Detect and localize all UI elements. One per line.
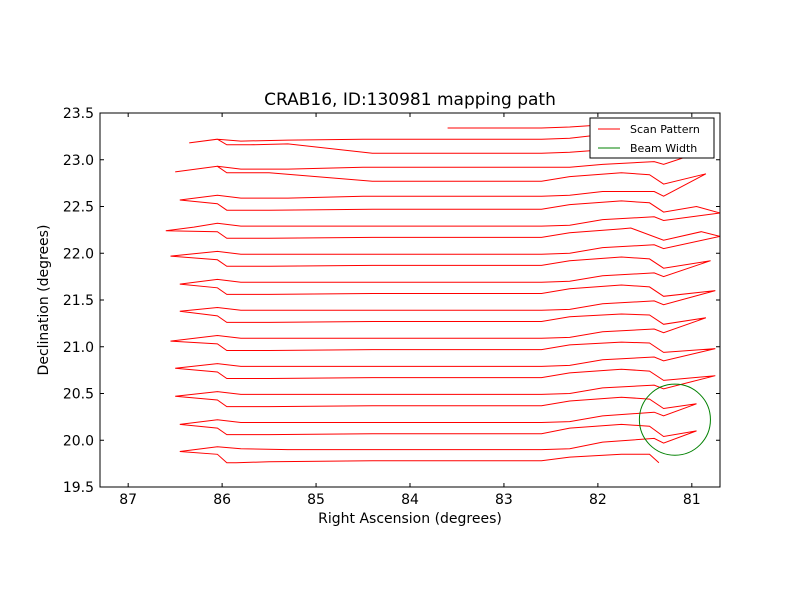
axes: 87 86 85 84 83 82 81 19.5 20.0 20.5 21.0 21.5 22.0 22… xyxy=(63,106,721,508)
x-tick-label: 84 xyxy=(401,492,419,508)
y-tick-label: 20.0 xyxy=(63,433,94,449)
legend: Scan Pattern Beam Width xyxy=(589,117,715,159)
y-tick-label: 21.0 xyxy=(63,340,94,356)
x-tick-label: 81 xyxy=(683,492,701,508)
x-tick-label: 85 xyxy=(307,492,325,508)
x-tick-label: 82 xyxy=(589,492,607,508)
legend-box xyxy=(589,117,715,159)
x-axis-label: Right Ascension (degrees) xyxy=(318,511,502,527)
y-axis-label: Declination (degrees) xyxy=(36,225,52,376)
y-tick-label: 20.5 xyxy=(63,387,94,403)
legend-label-beam-width: Beam Width xyxy=(630,142,697,155)
y-tick-label: 23.5 xyxy=(63,106,94,122)
y-tick-label: 22.5 xyxy=(63,200,94,216)
y-tick-label: 22.0 xyxy=(63,246,94,262)
y-tick-label: 21.5 xyxy=(63,293,94,309)
legend-label-scan-pattern: Scan Pattern xyxy=(630,123,700,136)
chart-title: CRAB16, ID:130981 mapping path xyxy=(264,90,556,110)
y-tick-label: 19.5 xyxy=(63,480,94,496)
scan-pattern-line xyxy=(165,121,720,464)
plot-area xyxy=(165,121,720,464)
x-tick-label: 86 xyxy=(213,492,231,508)
y-tick-label: 23.0 xyxy=(63,153,94,169)
x-tick-label: 83 xyxy=(495,492,513,508)
plot-marks xyxy=(165,121,720,464)
x-tick-label: 87 xyxy=(119,492,137,508)
beam-width-circle xyxy=(638,383,711,456)
